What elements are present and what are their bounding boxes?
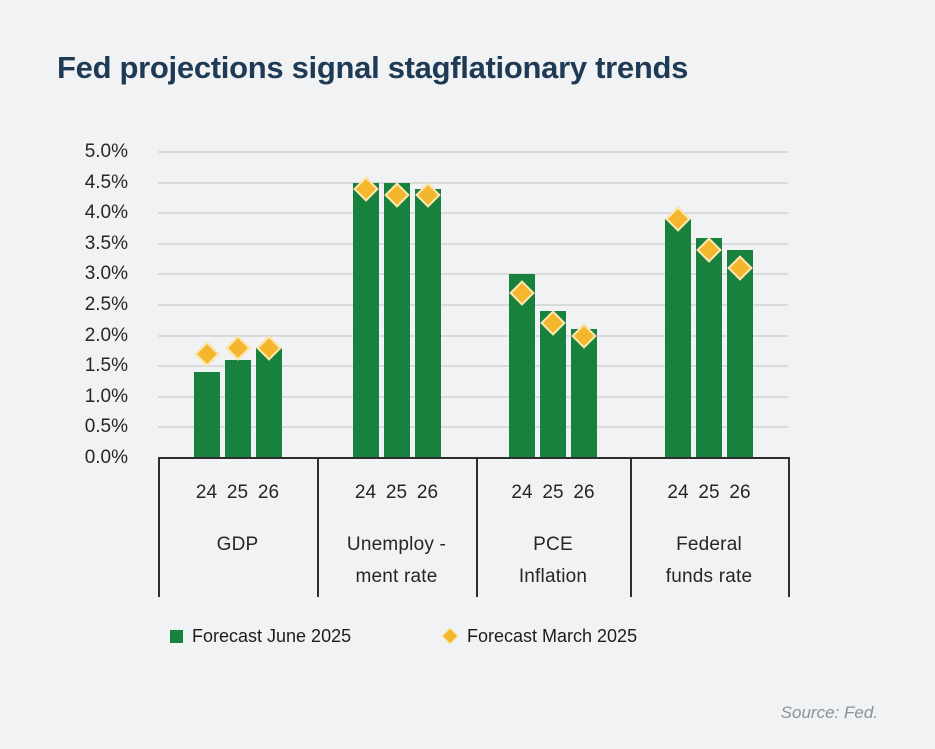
category-label: Unemploy - [346,534,447,555]
bar-forecast-june [665,219,691,458]
y-tick-label: 3.0% [84,263,128,285]
year-label: 26 [729,482,751,503]
gridline [158,273,788,276]
y-tick-label: 1.5% [84,355,128,377]
legend-item-june: Forecast June 2025 [170,624,351,648]
gridline [158,242,788,245]
category-separator [630,457,632,597]
bar-forecast-june [193,372,220,458]
diamond-forecast-march [193,341,220,367]
diamond-forecast-march [224,335,251,361]
legend-diamond-icon [441,627,459,645]
category-separator [158,457,160,597]
bar-forecast-june [255,347,282,458]
bar-forecast-june [383,182,410,458]
bar-forecast-june [696,237,722,458]
bar-forecast-june [352,182,379,458]
legend-square-icon [170,629,183,643]
category-label: Inflation [518,566,588,587]
category-label: Federal [676,534,742,555]
year-label: 24 [195,482,218,503]
y-tick-label: 2.5% [84,294,128,315]
year-label: 26 [573,482,595,503]
y-tick-label: 2.0% [84,324,128,346]
category-label: ment rate [355,566,438,587]
x-axis-line [158,457,790,459]
category-separator [317,457,319,597]
year-label: 26 [257,482,280,503]
y-tick-label: 5.0% [84,141,128,162]
category-separator [476,457,478,597]
legend-item-march: Forecast March 2025 [441,624,638,648]
bar-forecast-june [224,360,251,458]
legend-label-march: Forecast March 2025 [467,625,638,646]
gridline [158,151,788,153]
gridline [158,426,788,429]
y-tick-label: 3.5% [84,232,128,254]
year-label: 25 [542,482,564,503]
bar-forecast-june [414,188,441,458]
y-tick-label: 0.0% [84,447,128,468]
category-label: GDP [216,534,259,555]
bar-forecast-june [571,329,597,458]
year-label: 24 [354,482,377,503]
y-tick-label: 4.0% [84,202,128,224]
year-label: 25 [385,482,408,503]
year-label: 24 [667,482,689,503]
y-tick-label: 4.5% [84,171,128,193]
y-tick-label: 0.5% [84,416,128,438]
source-note: Source: Fed. [780,703,878,722]
category-label: funds rate [665,566,753,587]
legend-label-june: Forecast June 2025 [192,625,352,646]
gridline [158,181,788,184]
year-label: 24 [511,482,533,503]
gridline [158,212,788,215]
category-label: PCE [533,534,573,555]
gridline [158,395,788,398]
year-label: 25 [226,482,249,503]
gridline [158,304,788,306]
y-tick-label: 1.0% [84,385,128,407]
category-separator [788,457,790,597]
bar-forecast-june [727,249,753,458]
year-label: 25 [698,482,720,503]
gridline [158,365,788,368]
chart-title: Fed projections signal stagflationary tr… [57,50,689,85]
year-label: 26 [416,482,439,503]
gridline [158,334,788,337]
